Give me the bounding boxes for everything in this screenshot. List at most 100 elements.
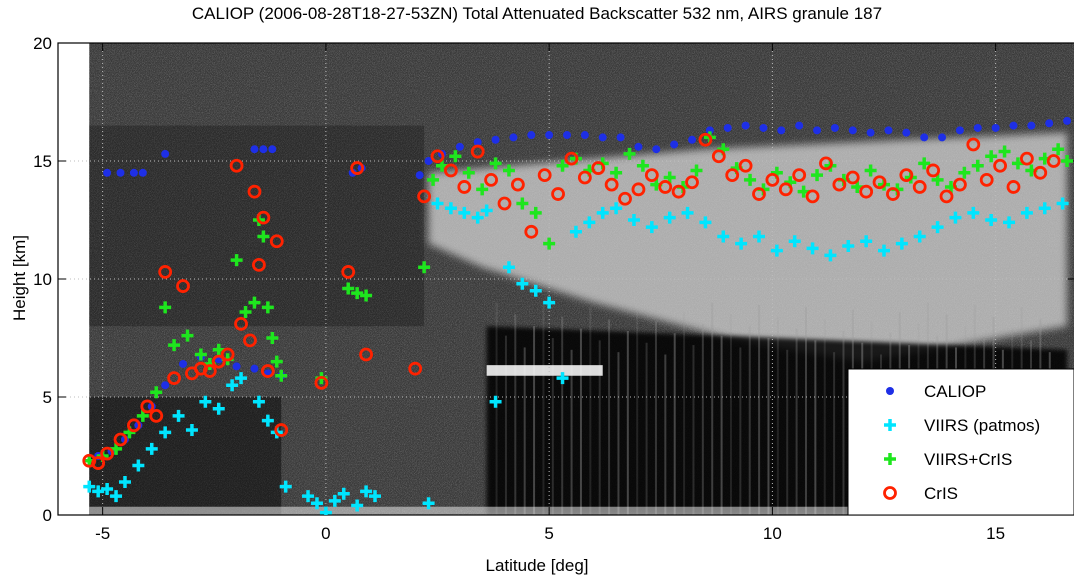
point-viirs-patmos bbox=[431, 197, 444, 210]
point-caliop bbox=[938, 133, 947, 142]
point-viirs-cris bbox=[462, 166, 475, 179]
point-caliop bbox=[920, 133, 929, 142]
point-viirs-cris bbox=[248, 296, 261, 309]
point-cris bbox=[778, 182, 793, 197]
curtain-streak bbox=[692, 345, 695, 515]
point-cris bbox=[484, 172, 498, 187]
curtain-streak bbox=[814, 340, 817, 515]
point-caliop bbox=[813, 126, 822, 135]
point-viirs-cris bbox=[1052, 143, 1065, 156]
point-viirs-patmos bbox=[681, 206, 694, 219]
point-viirs-cris bbox=[636, 159, 649, 172]
point-viirs-cris bbox=[342, 282, 355, 295]
point-caliop bbox=[545, 131, 554, 140]
point-viirs-cris bbox=[998, 145, 1011, 158]
point-viirs-cris bbox=[136, 409, 149, 422]
curtain-streak bbox=[683, 312, 686, 515]
x-tick-label: -5 bbox=[95, 524, 110, 543]
x-tick-label: 15 bbox=[986, 524, 1005, 543]
y-tick-label: 0 bbox=[43, 506, 52, 525]
y-tick-label: 5 bbox=[43, 388, 52, 407]
point-caliop bbox=[866, 128, 875, 137]
point-viirs-patmos bbox=[556, 372, 569, 385]
point-cris bbox=[939, 189, 954, 204]
point-cris bbox=[859, 184, 874, 199]
point-viirs-cris bbox=[181, 329, 194, 342]
point-cris bbox=[524, 224, 539, 239]
point-cris bbox=[202, 364, 217, 378]
point-viirs-patmos bbox=[516, 277, 529, 290]
point-caliop bbox=[848, 126, 857, 135]
point-viirs-patmos bbox=[645, 221, 658, 234]
point-viirs-patmos bbox=[1056, 197, 1069, 210]
point-viirs-patmos bbox=[159, 426, 172, 439]
point-caliop bbox=[598, 133, 607, 142]
point-viirs-patmos bbox=[118, 475, 131, 488]
point-cris bbox=[966, 137, 981, 152]
point-caliop bbox=[991, 123, 1000, 132]
point-viirs-cris bbox=[529, 206, 542, 219]
curtain-streak bbox=[533, 326, 536, 515]
point-viirs-patmos bbox=[913, 230, 926, 243]
legend-label-caliop: CALIOP bbox=[924, 382, 986, 401]
point-cris bbox=[845, 170, 860, 185]
x-tick-label: 0 bbox=[321, 524, 330, 543]
point-viirs-patmos bbox=[145, 442, 158, 455]
point-caliop bbox=[902, 128, 911, 137]
point-caliop bbox=[232, 362, 241, 371]
point-viirs-patmos bbox=[1038, 202, 1051, 215]
point-cris bbox=[220, 347, 235, 362]
point-caliop bbox=[723, 123, 732, 132]
point-viirs-patmos bbox=[735, 237, 748, 250]
point-caliop bbox=[491, 135, 500, 144]
point-caliop bbox=[563, 131, 571, 140]
point-caliop bbox=[259, 145, 268, 154]
point-cris bbox=[671, 184, 686, 199]
point-viirs-cris bbox=[418, 261, 431, 274]
point-viirs-cris bbox=[958, 166, 971, 179]
curtain-streak bbox=[833, 352, 836, 515]
point-cris bbox=[792, 168, 807, 183]
legend-marker-viirs-patmos bbox=[884, 419, 896, 431]
point-viirs-cris bbox=[360, 289, 373, 302]
curtain-streak bbox=[608, 319, 611, 515]
point-cris bbox=[1006, 180, 1021, 194]
point-viirs-patmos bbox=[444, 202, 457, 215]
curtain-streak bbox=[823, 319, 826, 515]
point-viirs-cris bbox=[971, 159, 984, 172]
curtain-dark-band bbox=[89, 125, 425, 327]
point-caliop bbox=[795, 121, 804, 130]
point-viirs-cris bbox=[275, 369, 288, 382]
series-viirs-patmos bbox=[83, 197, 1069, 515]
curtain-streak bbox=[664, 354, 667, 515]
point-caliop bbox=[1063, 116, 1072, 125]
point-caliop bbox=[616, 133, 625, 142]
point-viirs-patmos bbox=[543, 296, 556, 309]
legend-marker-caliop bbox=[886, 387, 894, 395]
y-tick-label: 15 bbox=[33, 152, 52, 171]
point-viirs-patmos bbox=[132, 459, 145, 472]
point-caliop bbox=[777, 126, 786, 135]
point-cris bbox=[993, 158, 1007, 173]
point-cris bbox=[274, 423, 289, 437]
point-caliop bbox=[179, 359, 188, 368]
point-viirs-patmos bbox=[319, 506, 332, 515]
point-cris bbox=[229, 158, 244, 173]
point-cris bbox=[430, 149, 445, 164]
series-cris bbox=[82, 132, 1061, 470]
curtain-streak bbox=[711, 302, 714, 515]
point-viirs-patmos bbox=[279, 480, 292, 493]
point-cris bbox=[127, 418, 141, 433]
x-tick-label: 5 bbox=[544, 524, 553, 543]
point-caliop bbox=[670, 140, 679, 149]
cloud-signal bbox=[428, 132, 1068, 362]
point-cris bbox=[176, 279, 190, 293]
point-cris bbox=[167, 371, 181, 386]
point-viirs-patmos bbox=[261, 414, 274, 427]
point-viirs-patmos bbox=[199, 395, 212, 408]
point-viirs-patmos bbox=[212, 402, 225, 415]
plot-frame bbox=[57, 42, 1074, 516]
point-viirs-patmos bbox=[627, 214, 640, 226]
point-viirs-patmos bbox=[569, 225, 582, 238]
curtain-streak bbox=[804, 307, 807, 515]
